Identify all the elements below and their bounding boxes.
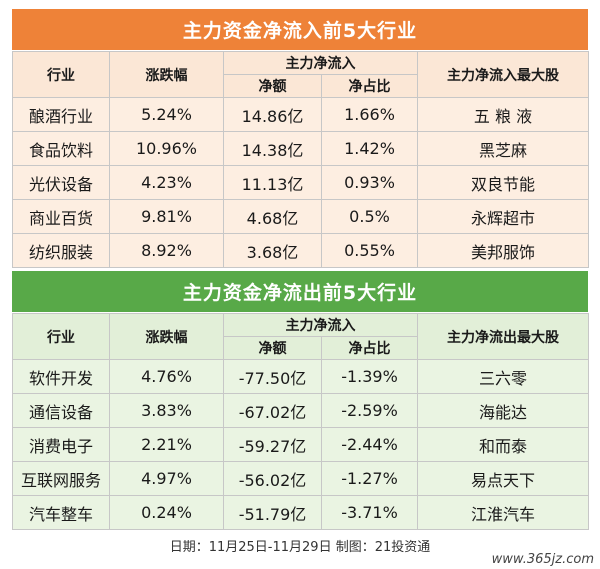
outflow-title: 主力资金净流出前5大行业 [12, 271, 588, 312]
header-net-ratio: 净占比 [321, 336, 418, 360]
change-cell: 0.24% [109, 495, 224, 530]
table-row: 光伏设备 4.23% 11.13亿 0.93% 双良节能 [12, 165, 589, 200]
header-net-inflow: 主力净流入 [223, 313, 418, 337]
industry-cell: 食品饮料 [12, 131, 110, 166]
header-industry: 行业 [12, 313, 110, 360]
amount-cell: -56.02亿 [223, 461, 322, 496]
industry-cell: 通信设备 [12, 393, 110, 428]
stock-cell: 海能达 [417, 393, 589, 428]
stock-cell: 美邦服饰 [417, 233, 589, 268]
amount-cell: 14.86亿 [223, 97, 322, 132]
change-cell: 4.97% [109, 461, 224, 496]
stock-cell: 双良节能 [417, 165, 589, 200]
industry-cell: 纺织服装 [12, 233, 110, 268]
ratio-cell: -1.27% [321, 461, 418, 496]
header-top-stock: 主力净流出最大股 [417, 313, 589, 360]
industry-cell: 商业百货 [12, 199, 110, 234]
change-cell: 3.83% [109, 393, 224, 428]
inflow-table: 行业 涨跌幅 主力净流入 主力净流入最大股 净额 净占比 酿酒行业 5.24% … [12, 51, 589, 268]
stock-cell: 江淮汽车 [417, 495, 589, 530]
ratio-cell: -2.59% [321, 393, 418, 428]
header-industry: 行业 [12, 51, 110, 98]
amount-cell: -67.02亿 [223, 393, 322, 428]
ratio-cell: 0.5% [321, 199, 418, 234]
industry-cell: 酿酒行业 [12, 97, 110, 132]
stock-cell: 和而泰 [417, 427, 589, 462]
table-row: 通信设备 3.83% -67.02亿 -2.59% 海能达 [12, 393, 589, 428]
table-row: 消费电子 2.21% -59.27亿 -2.44% 和而泰 [12, 427, 589, 462]
change-cell: 8.92% [109, 233, 224, 268]
inflow-title: 主力资金净流入前5大行业 [12, 9, 588, 50]
change-cell: 5.24% [109, 97, 224, 132]
amount-cell: -51.79亿 [223, 495, 322, 530]
amount-cell: 4.68亿 [223, 199, 322, 234]
header-change: 涨跌幅 [109, 313, 224, 360]
change-cell: 2.21% [109, 427, 224, 462]
table-row: 食品饮料 10.96% 14.38亿 1.42% 黑芝麻 [12, 131, 589, 166]
ratio-cell: -3.71% [321, 495, 418, 530]
industry-cell: 软件开发 [12, 359, 110, 394]
outflow-table: 行业 涨跌幅 主力净流入 主力净流出最大股 净额 净占比 软件开发 4.76% … [12, 313, 589, 530]
stock-cell: 黑芝麻 [417, 131, 589, 166]
header-change: 涨跌幅 [109, 51, 224, 98]
industry-cell: 光伏设备 [12, 165, 110, 200]
stock-cell: 永辉超市 [417, 199, 589, 234]
amount-cell: 3.68亿 [223, 233, 322, 268]
change-cell: 4.23% [109, 165, 224, 200]
stock-cell: 易点天下 [417, 461, 589, 496]
ratio-cell: 0.93% [321, 165, 418, 200]
change-cell: 4.76% [109, 359, 224, 394]
table-row: 酿酒行业 5.24% 14.86亿 1.66% 五 粮 液 [12, 97, 589, 132]
industry-cell: 汽车整车 [12, 495, 110, 530]
ratio-cell: -1.39% [321, 359, 418, 394]
site-watermark: www.365jz.com [491, 552, 594, 567]
change-cell: 10.96% [109, 131, 224, 166]
ratio-cell: 1.66% [321, 97, 418, 132]
industry-cell: 互联网服务 [12, 461, 110, 496]
amount-cell: -59.27亿 [223, 427, 322, 462]
industry-cell: 消费电子 [12, 427, 110, 462]
table-row: 汽车整车 0.24% -51.79亿 -3.71% 江淮汽车 [12, 495, 589, 530]
amount-cell: -77.50亿 [223, 359, 322, 394]
table-row: 互联网服务 4.97% -56.02亿 -1.27% 易点天下 [12, 461, 589, 496]
stock-cell: 三六零 [417, 359, 589, 394]
header-net-amount: 净额 [223, 336, 322, 360]
source-footer: 日期：11月25日-11月29日 制图：21投资通 [169, 539, 431, 555]
ratio-cell: 1.42% [321, 131, 418, 166]
stock-cell: 五 粮 液 [417, 97, 589, 132]
ratio-cell: 0.55% [321, 233, 418, 268]
table-row: 软件开发 4.76% -77.50亿 -1.39% 三六零 [12, 359, 589, 394]
table-row: 商业百货 9.81% 4.68亿 0.5% 永辉超市 [12, 199, 589, 234]
change-cell: 9.81% [109, 199, 224, 234]
amount-cell: 14.38亿 [223, 131, 322, 166]
amount-cell: 11.13亿 [223, 165, 322, 200]
table-row: 纺织服装 8.92% 3.68亿 0.55% 美邦服饰 [12, 233, 589, 268]
ratio-cell: -2.44% [321, 427, 418, 462]
header-top-stock: 主力净流入最大股 [417, 51, 589, 98]
header-net-amount: 净额 [223, 74, 322, 98]
header-net-ratio: 净占比 [321, 74, 418, 98]
header-net-inflow: 主力净流入 [223, 51, 418, 75]
